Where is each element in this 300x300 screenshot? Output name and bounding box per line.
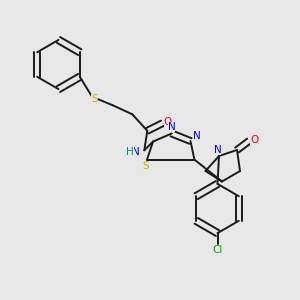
Text: S: S [142,161,149,171]
Text: N: N [168,122,176,132]
Text: N: N [193,130,201,141]
Text: O: O [250,135,259,145]
Text: O: O [164,117,172,128]
Text: N: N [132,147,140,157]
Text: N: N [214,145,221,155]
Text: Cl: Cl [212,244,223,255]
Text: H: H [126,147,134,157]
Text: S: S [91,94,98,104]
